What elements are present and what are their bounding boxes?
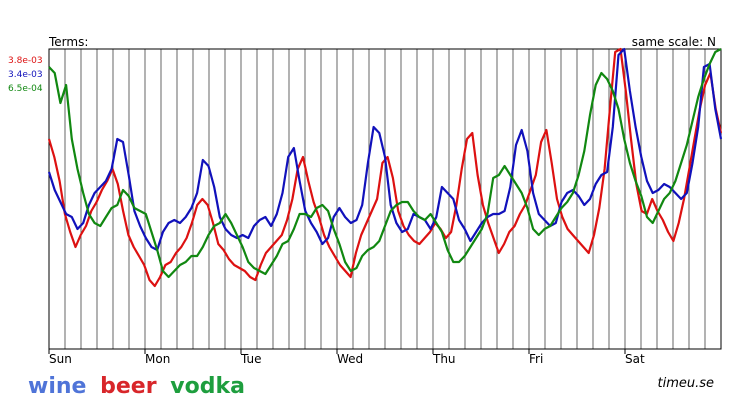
x-label-wed: Wed [337, 352, 363, 366]
x-label-sun: Sun [49, 352, 72, 366]
brand-label[interactable]: timeu.se [657, 376, 714, 391]
terms-label: Terms: [49, 35, 89, 49]
x-label-thu: Thu [432, 352, 456, 366]
legend-beer[interactable]: beer [100, 374, 157, 399]
grid-lines [64, 49, 706, 349]
legend-vodka[interactable]: vodka [170, 374, 245, 399]
scale-labels: 3.8e-03 3.4e-03 6.5e-04 [8, 54, 43, 96]
x-label-fri: Fri [529, 352, 543, 366]
x-label-tue: Tue [240, 352, 262, 366]
x-label-mon: Mon [145, 352, 170, 366]
scale-label-beer: 3.8e-03 [8, 56, 43, 66]
scale-label-wine: 3.4e-03 [8, 70, 43, 80]
x-tick-labels: Sun Mon Tue Wed Thu Fri Sat [48, 349, 645, 366]
series-layer [47, 47, 723, 288]
legend: wine beer vodka [28, 374, 251, 399]
same-scale-label: same scale: N [631, 35, 716, 49]
series-line-vodka [48, 48, 722, 279]
scale-label-vodka: 6.5e-04 [8, 84, 43, 94]
x-label-sat: Sat [625, 352, 645, 366]
series-line-wine [47, 47, 723, 252]
legend-wine[interactable]: wine [28, 374, 87, 399]
